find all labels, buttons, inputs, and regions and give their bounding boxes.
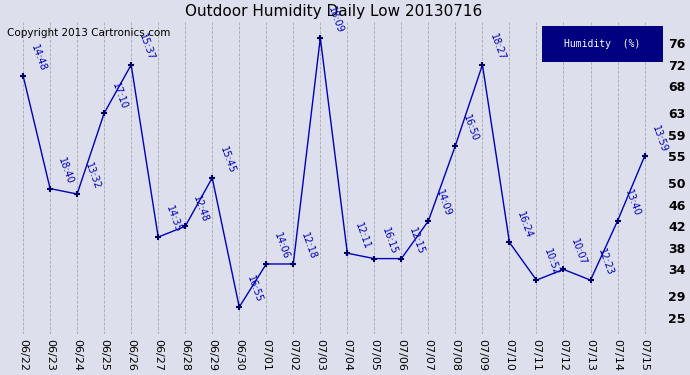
- Text: 16:15: 16:15: [380, 226, 399, 256]
- Text: Copyright 2013 Cartronics.com: Copyright 2013 Cartronics.com: [8, 28, 171, 38]
- Text: 12:11: 12:11: [353, 221, 372, 251]
- Text: 16:50: 16:50: [461, 113, 480, 143]
- Title: Outdoor Humidity Daily Low 20130716: Outdoor Humidity Daily Low 20130716: [185, 4, 482, 19]
- Text: 12:15: 12:15: [407, 226, 426, 256]
- Text: 10:07: 10:07: [569, 237, 588, 267]
- Text: 14:48: 14:48: [29, 43, 48, 73]
- Text: 14:09: 14:09: [434, 189, 453, 218]
- Text: 18:40: 18:40: [56, 156, 75, 186]
- Text: 18:27: 18:27: [488, 32, 507, 62]
- Text: 14:35: 14:35: [164, 205, 183, 234]
- Text: 16:24: 16:24: [515, 210, 534, 240]
- Text: 13:32: 13:32: [83, 162, 101, 191]
- Text: 13:59: 13:59: [650, 124, 669, 153]
- Text: 17:10: 17:10: [110, 81, 128, 111]
- Text: 14:06: 14:06: [272, 232, 290, 261]
- Text: 15:37: 15:37: [137, 32, 156, 62]
- Text: 12:23: 12:23: [596, 248, 615, 278]
- Text: 13:40: 13:40: [623, 189, 642, 218]
- Text: 10:52: 10:52: [542, 248, 561, 278]
- Text: 12:18: 12:18: [299, 232, 318, 261]
- Text: 16:55: 16:55: [245, 274, 264, 304]
- Text: 12:48: 12:48: [190, 194, 210, 224]
- Text: 18:09: 18:09: [326, 6, 345, 35]
- Text: 15:45: 15:45: [218, 146, 237, 175]
